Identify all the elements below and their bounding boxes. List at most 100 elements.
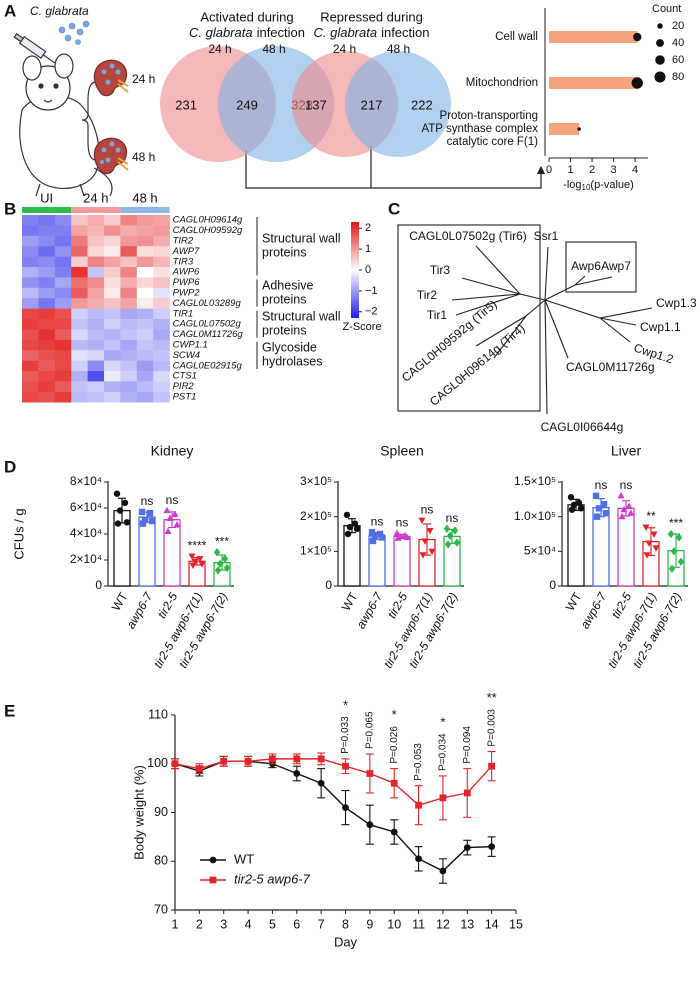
data-point <box>317 755 325 763</box>
venn-count: 222 <box>411 97 433 112</box>
gene-label: TIR1 <box>173 308 194 319</box>
x-axis-label: -log10(p-value) <box>563 179 634 192</box>
p-value-annotation: P=0.033 <box>340 716 351 754</box>
gene-label: PIR2 <box>173 381 195 392</box>
heatmap-cell <box>71 308 88 320</box>
heatmap-cell <box>22 381 39 393</box>
heatmap-cell <box>153 319 170 330</box>
species: C. glabrata <box>313 25 377 40</box>
y-tick-label: 1.5×10⁵ <box>514 474 556 488</box>
heatmap-cell <box>22 246 39 257</box>
data-point <box>342 762 349 770</box>
heatmap-cell <box>104 277 121 289</box>
significance-label: ns <box>446 511 459 525</box>
heatmap-cell <box>120 360 138 372</box>
heatmap-cell <box>104 256 121 268</box>
x-tick-label: 4 <box>632 164 638 176</box>
y-tick-label: 5×10⁴ <box>524 544 556 558</box>
x-tick-label: 2 <box>589 164 595 176</box>
gene-group-label: proteins <box>262 292 306 306</box>
legend-bubble <box>657 23 663 29</box>
heatmap-cell <box>22 329 39 341</box>
x-tick-label: 13 <box>460 917 474 931</box>
data-point <box>209 856 217 864</box>
gene-label: SCW4 <box>173 350 200 361</box>
x-tick-label: awp6-7 <box>578 589 610 631</box>
panel-label: C <box>388 199 400 218</box>
heatmap-cell <box>104 371 121 382</box>
heatmap-cell <box>87 381 105 393</box>
y-tick-label: 0 <box>325 578 332 592</box>
heatmap-cell <box>71 319 88 330</box>
data-point <box>196 556 204 563</box>
heatmap-cell <box>153 215 170 226</box>
legend-label: 60 <box>672 54 684 66</box>
tree-label: CAGL0H09614g (Tir4) <box>427 321 528 409</box>
heatmap-cell <box>87 391 105 403</box>
heatmap-cell <box>104 308 121 320</box>
heatmap-cell <box>87 371 105 382</box>
heatmap-cell <box>71 225 88 237</box>
heatmap-cell <box>136 339 154 351</box>
heatmap-cell <box>38 360 56 372</box>
heatmap-cell <box>38 246 56 257</box>
significance-stars: * <box>343 697 348 712</box>
y-tick-label: 2×10⁵ <box>300 509 332 523</box>
data-point <box>645 540 653 547</box>
data-point <box>163 506 171 514</box>
column-group-label: UI <box>40 190 53 205</box>
data-point <box>627 509 635 516</box>
tree-label: CAGL0M11726g <box>566 360 655 374</box>
connector-arrow <box>245 150 546 189</box>
y-tick-label: 1.0×10⁵ <box>514 509 556 523</box>
heatmap-cell <box>38 287 56 299</box>
data-point <box>346 523 354 531</box>
heatmap-cell <box>153 246 170 257</box>
chart-title: Liver <box>611 443 642 459</box>
data-point <box>164 527 172 534</box>
heatmap-cell <box>22 225 39 237</box>
species-label: C. glabrata <box>30 4 89 18</box>
heatmap-cell <box>71 215 88 226</box>
gene-group-label: Structural wall <box>262 309 341 323</box>
y-axis-label: CFUs / g <box>11 508 26 559</box>
category-label: Mitochondrion <box>466 77 538 89</box>
category-label: ATP synthase complex <box>421 123 538 135</box>
data-point <box>428 548 436 556</box>
significance-label: ns <box>141 494 154 508</box>
heatmap-cell <box>104 298 121 309</box>
gene-label: PST1 <box>173 392 197 403</box>
heatmap-cell <box>38 225 56 237</box>
data-point <box>378 534 386 541</box>
heatmap-cell <box>120 215 138 226</box>
heatmap-cell <box>120 319 138 330</box>
heatmap-cell <box>71 246 88 257</box>
heatmap-cell <box>87 339 105 351</box>
heatmap-cell <box>120 235 138 247</box>
data-point <box>121 499 129 506</box>
tree-label: Awp6 <box>571 259 601 273</box>
y-tick-label: 0 <box>549 578 556 592</box>
heatmap-cell <box>136 391 154 403</box>
heatmap-cell <box>71 391 88 403</box>
heatmap-cell <box>87 329 105 341</box>
heatmap-cell <box>120 350 138 361</box>
data-point <box>189 562 197 570</box>
panel-label: A <box>4 1 16 20</box>
x-axis-label-sub: 10 <box>582 183 591 192</box>
p-value-annotation: P=0.094 <box>462 726 473 764</box>
x-tick-label: 9 <box>366 917 373 931</box>
data-point <box>443 524 451 533</box>
column-group-label: 48 h <box>132 190 157 205</box>
heatmap-cell <box>87 287 105 299</box>
heatmap-cell <box>54 287 72 299</box>
y-tick-label: 90 <box>154 805 168 819</box>
x-tick-label: 14 <box>485 917 499 931</box>
gene-label: CAGL0E02915g <box>173 360 243 371</box>
venn-title: Activated during <box>200 9 293 24</box>
heatmap-cell <box>87 246 105 257</box>
bar <box>617 507 635 587</box>
legend-label: 40 <box>672 37 684 49</box>
tree-label: CAGL0L07502g (Tir6) <box>409 229 527 243</box>
data-point <box>113 490 121 497</box>
